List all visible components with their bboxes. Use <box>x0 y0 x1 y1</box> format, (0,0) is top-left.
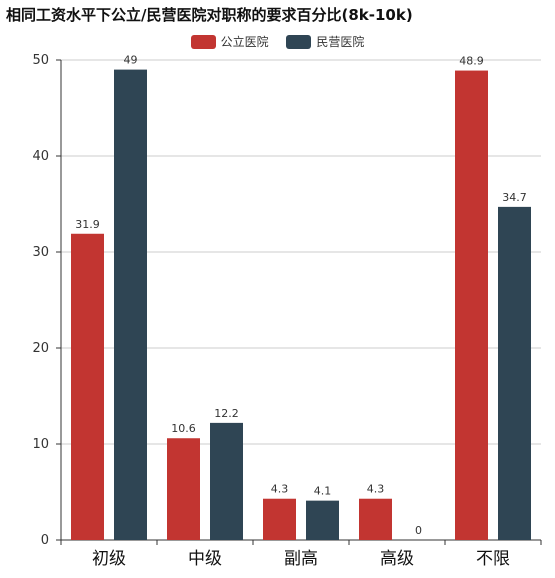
data-label: 0 <box>415 524 422 537</box>
data-label: 48.9 <box>459 55 484 68</box>
bar-private <box>210 422 243 540</box>
legend: 公立医院 民营医院 <box>0 33 555 52</box>
bar-private <box>498 206 531 540</box>
legend-swatch-private <box>286 34 312 49</box>
data-label: 4.3 <box>271 483 289 496</box>
x-tick-label: 中级 <box>188 549 222 569</box>
bar-public <box>263 498 296 540</box>
x-tick-label: 副高 <box>284 549 318 569</box>
bar-public <box>167 438 200 540</box>
x-tick-label: 初级 <box>92 549 126 569</box>
legend-label-private: 民营医院 <box>316 35 365 49</box>
legend-item-private[interactable]: 民营医院 <box>286 33 364 50</box>
y-tick-label: 0 <box>41 533 49 548</box>
legend-swatch-public <box>190 34 216 49</box>
data-label: 10.6 <box>171 422 196 435</box>
y-tick-label: 40 <box>32 149 49 164</box>
chart-title: 相同工资水平下公立/民营医院对职称的要求百分比(8k-10k) <box>6 6 413 24</box>
bar-private <box>114 69 147 540</box>
data-label: 34.7 <box>502 191 527 204</box>
x-tick-label: 高级 <box>380 549 414 569</box>
data-label: 4.3 <box>367 483 385 496</box>
legend-item-public[interactable]: 公立医院 <box>190 33 269 50</box>
data-label: 12.2 <box>214 407 239 420</box>
bar-public <box>359 498 392 540</box>
legend-label-public: 公立医院 <box>220 35 269 49</box>
bar-public <box>71 233 104 540</box>
y-tick-label: 20 <box>32 341 49 356</box>
x-tick-label: 不限 <box>476 549 510 569</box>
y-tick-label: 10 <box>32 437 49 452</box>
data-label: 4.1 <box>314 485 332 498</box>
y-tick-label: 30 <box>32 245 49 260</box>
bar-private <box>306 500 339 540</box>
data-label: 31.9 <box>75 218 100 231</box>
y-tick-label: 50 <box>32 53 49 68</box>
data-label: 49 <box>124 54 138 67</box>
bar-public <box>455 70 488 540</box>
